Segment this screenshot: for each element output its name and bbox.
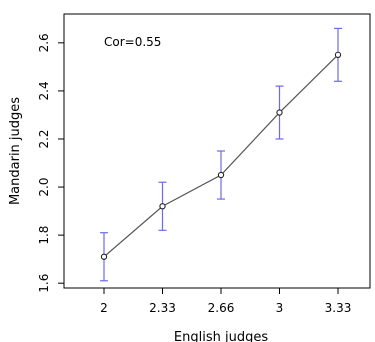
y-tick-label: 2.4 xyxy=(37,81,51,100)
y-tick-label: 1.8 xyxy=(37,226,51,245)
y-tick-label: 2.2 xyxy=(37,129,51,148)
data-point xyxy=(159,203,166,210)
y-axis-label: Mandarin judges xyxy=(8,97,23,205)
x-tick-label: 3.33 xyxy=(325,301,352,315)
x-axis: 2 2.33 2.66 3 3.33 xyxy=(100,288,351,315)
data-points xyxy=(100,51,342,260)
y-tick-label: 2.0 xyxy=(37,178,51,197)
data-point xyxy=(100,253,108,260)
y-tick-label: 1.6 xyxy=(37,274,51,293)
y-axis: 1.6 1.8 2.0 2.2 2.4 2.6 xyxy=(37,33,64,293)
x-tick-label: 3 xyxy=(276,301,284,315)
error-bars xyxy=(100,27,342,282)
x-axis-label: English judges xyxy=(174,330,268,342)
data-point xyxy=(217,171,225,179)
correlation-annotation: Cor=0.55 xyxy=(104,35,161,49)
x-tick-label: 2.66 xyxy=(208,301,235,315)
data-point xyxy=(334,51,342,59)
x-tick-label: 2.33 xyxy=(149,301,176,315)
y-tick-label: 2.6 xyxy=(37,33,51,52)
data-point xyxy=(276,109,283,116)
plot-frame xyxy=(63,13,371,289)
x-tick-label: 2 xyxy=(100,301,108,315)
